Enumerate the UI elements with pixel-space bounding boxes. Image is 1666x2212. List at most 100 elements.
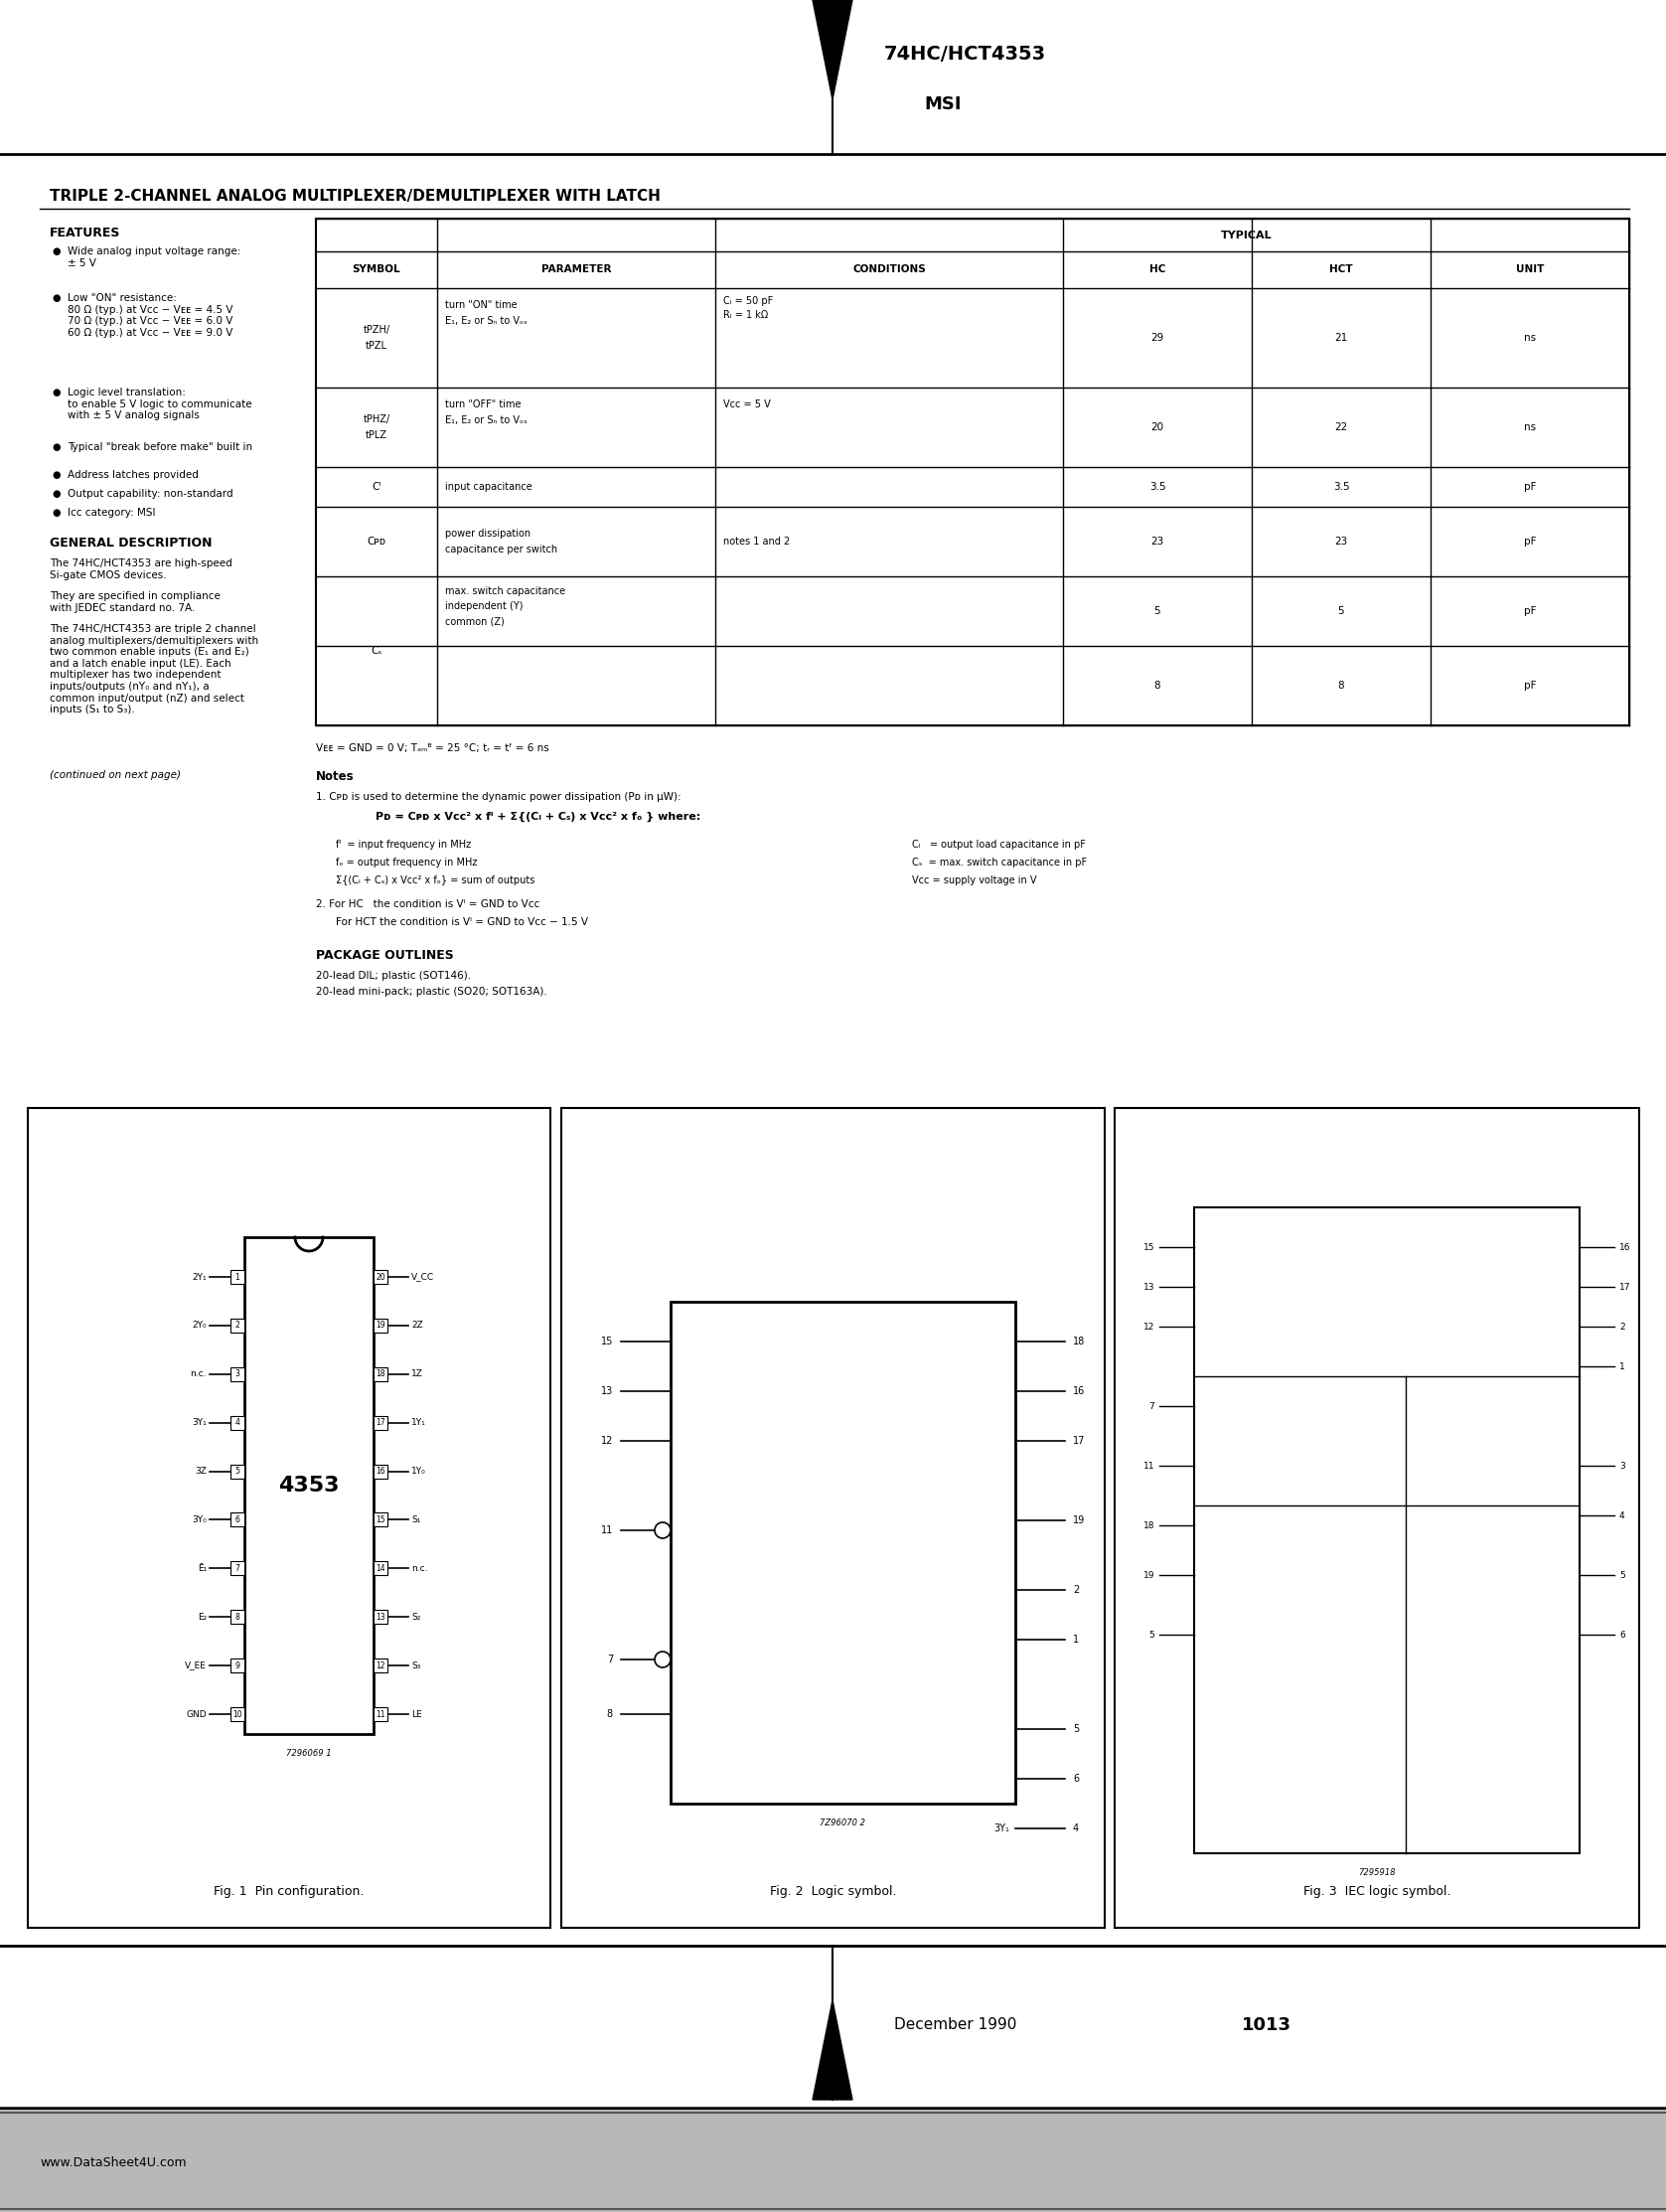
Text: 2. For HC   the condition is Vᴵ = GND to Vᴄᴄ: 2. For HC the condition is Vᴵ = GND to V… [317, 900, 540, 909]
Text: E̅₁, E₂ or Sₙ to Vₒₛ: E̅₁, E₂ or Sₙ to Vₒₛ [445, 316, 526, 325]
Text: Cₗ = 50 pF: Cₗ = 50 pF [723, 296, 773, 305]
Text: Cₛ  = max. switch capacitance in pF: Cₛ = max. switch capacitance in pF [911, 858, 1086, 867]
Text: G1: G1 [1205, 1287, 1220, 1296]
Text: 14: 14 [377, 1564, 385, 1573]
Text: 18: 18 [377, 1369, 385, 1378]
Bar [230, 1659, 245, 1672]
Bar [561, 1108, 1105, 1929]
Text: ●: ● [52, 469, 60, 480]
Text: Notes: Notes [317, 770, 355, 783]
Text: 19: 19 [1073, 1515, 1085, 1526]
Text: 2Y₀: 2Y₀ [993, 1586, 1010, 1595]
Text: pF: pF [1524, 606, 1536, 617]
Text: max. switch capacitance: max. switch capacitance [445, 586, 565, 597]
Text: 23: 23 [1334, 538, 1348, 546]
Text: 3Z: 3Z [195, 1467, 207, 1475]
Text: G2: G2 [1205, 1436, 1218, 1447]
Bar [28, 1108, 550, 1929]
Text: 16: 16 [1073, 1387, 1085, 1396]
Text: 8: 8 [1155, 681, 1161, 690]
Text: Rₗ = 1 kΩ: Rₗ = 1 kΩ [723, 310, 768, 321]
Bar [230, 1270, 245, 1283]
Bar [230, 1367, 245, 1380]
Text: turn "OFF" time: turn "OFF" time [445, 400, 521, 409]
Bar [230, 1610, 245, 1624]
Text: 2: 2 [1619, 1323, 1624, 1332]
Bar [230, 1464, 245, 1478]
Text: 3Y₁: 3Y₁ [192, 1418, 207, 1427]
Text: 1Z: 1Z [996, 1336, 1010, 1347]
Text: capacitance per switch: capacitance per switch [445, 544, 558, 555]
Bar [373, 1562, 388, 1575]
Text: E₂: E₂ [198, 1613, 207, 1621]
Text: Vᴄᴄ = 5 V: Vᴄᴄ = 5 V [723, 400, 771, 409]
Text: 15: 15 [601, 1336, 613, 1347]
Text: 16: 16 [1619, 1243, 1631, 1252]
Text: 12: 12 [601, 1436, 613, 1447]
Bar [373, 1513, 388, 1526]
Text: S₃: S₃ [676, 1436, 686, 1447]
Text: The 74HC/HCT4353 are triple 2 channel
analog multiplexers/demultiplexers with
tw: The 74HC/HCT4353 are triple 2 channel an… [50, 624, 258, 714]
Bar [373, 1464, 388, 1478]
Text: 17: 17 [1073, 1436, 1085, 1447]
Text: Fig. 1  Pin configuration.: Fig. 1 Pin configuration. [213, 1885, 365, 1898]
Text: For HCT the condition is Vᴵ = GND to Vᴄᴄ − 1.5 V: For HCT the condition is Vᴵ = GND to Vᴄᴄ… [337, 918, 588, 927]
Text: GND: GND [187, 1710, 207, 1719]
Text: PARAMETER: PARAMETER [541, 265, 611, 274]
Bar [245, 1237, 373, 1734]
Text: V_CC: V_CC [412, 1272, 435, 1281]
Text: S₃: S₃ [412, 1661, 420, 1670]
Text: 13: 13 [601, 1387, 613, 1396]
Bar [230, 1562, 245, 1575]
Text: E₂: E₂ [676, 1710, 686, 1719]
Text: pF: pF [1524, 681, 1536, 690]
Text: 5: 5 [1148, 1630, 1155, 1639]
Text: 6: 6 [1073, 1774, 1080, 1783]
Bar [373, 1270, 388, 1283]
Text: 12: 12 [1143, 1323, 1155, 1332]
Text: 1013: 1013 [1241, 2017, 1291, 2035]
Text: input capacitance: input capacitance [445, 482, 531, 491]
Text: 19: 19 [377, 1321, 385, 1329]
Text: Cᴵ: Cᴵ [372, 482, 382, 491]
Text: Logic level translation:
to enable 5 V logic to communicate
with ± 5 V analog si: Logic level translation: to enable 5 V l… [68, 387, 252, 420]
Text: December 1990: December 1990 [895, 2017, 1016, 2033]
Bar [317, 219, 1629, 726]
Text: 13: 13 [377, 1613, 385, 1621]
Text: GENERAL DESCRIPTION: GENERAL DESCRIPTION [50, 538, 212, 549]
Text: power dissipation: power dissipation [445, 529, 531, 538]
Text: 2Y₀: 2Y₀ [192, 1321, 207, 1329]
Bar [0, 2110, 1666, 2212]
Text: SYMBOL: SYMBOL [353, 265, 400, 274]
Text: independent (Y): independent (Y) [445, 602, 523, 611]
Bar [1115, 1108, 1639, 1929]
Text: 12: 12 [377, 1661, 385, 1670]
Text: Vᴄᴄ = supply voltage in V: Vᴄᴄ = supply voltage in V [911, 876, 1036, 885]
Text: ●: ● [52, 387, 60, 398]
Text: 11: 11 [601, 1526, 613, 1535]
Text: 5: 5 [1619, 1571, 1624, 1579]
Text: notes 1 and 2: notes 1 and 2 [723, 538, 790, 546]
Text: 6: 6 [235, 1515, 240, 1524]
Text: 29: 29 [1151, 332, 1165, 343]
Text: ns: ns [1524, 422, 1536, 431]
Text: Vᴇᴇ = GND = 0 V; Tₐₘᴮ = 25 °C; tᵣ = tᶠ = 6 ns: Vᴇᴇ = GND = 0 V; Tₐₘᴮ = 25 °C; tᵣ = tᶠ =… [317, 743, 550, 754]
Text: 23: 23 [1151, 538, 1165, 546]
Text: 3: 3 [1619, 1462, 1624, 1471]
Text: tPZH/: tPZH/ [363, 325, 390, 334]
Text: LE: LE [676, 1526, 688, 1535]
Text: 7: 7 [606, 1655, 613, 1663]
Text: HCT: HCT [1329, 265, 1353, 274]
Text: 3Z: 3Z [996, 1723, 1010, 1734]
Text: 3Y₁: 3Y₁ [993, 1823, 1010, 1834]
Text: 10: 10 [233, 1710, 242, 1719]
Text: pF: pF [1524, 482, 1536, 491]
Text: 1Y₀: 1Y₀ [412, 1467, 426, 1475]
Text: 2Z: 2Z [996, 1515, 1010, 1526]
Text: Cₗ   = output load capacitance in pF: Cₗ = output load capacitance in pF [911, 841, 1086, 849]
Bar [373, 1659, 388, 1672]
Text: 2D,1X: 2D,1X [1376, 1323, 1401, 1332]
Polygon shape [813, 2000, 853, 2099]
Bar [230, 1513, 245, 1526]
Text: 1. Cᴘᴅ is used to determine the dynamic power dissipation (Pᴅ in μW):: 1. Cᴘᴅ is used to determine the dynamic … [317, 792, 681, 803]
